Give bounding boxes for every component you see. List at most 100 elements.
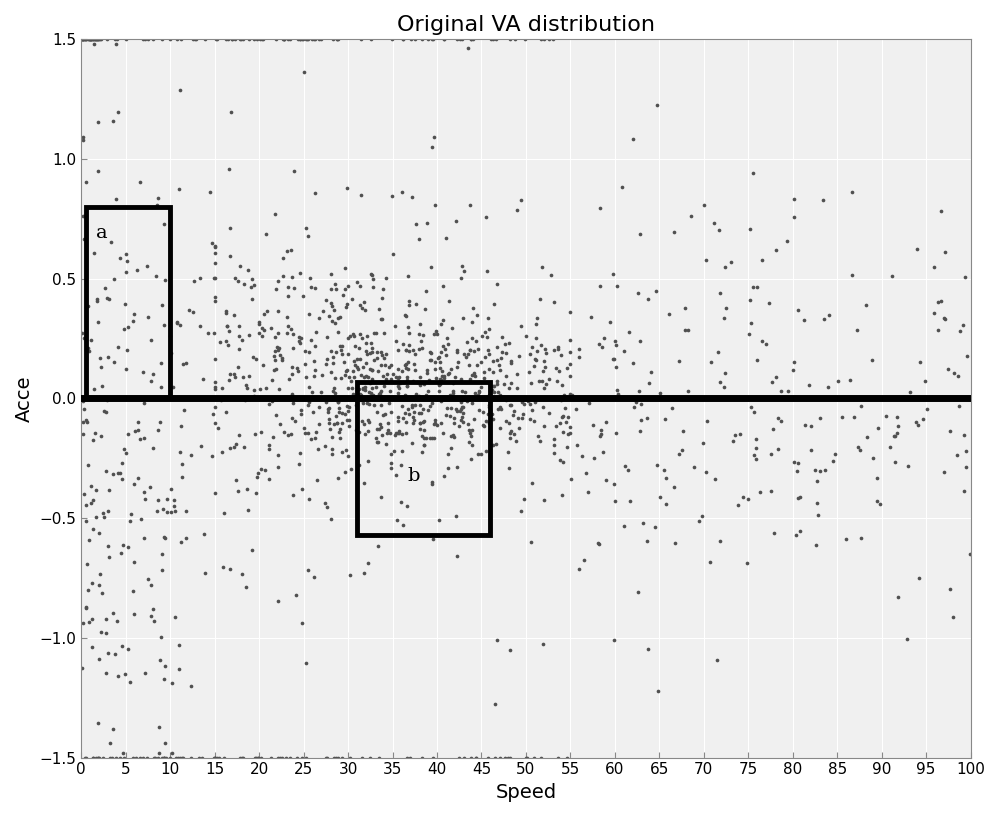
Point: [285, 396, 301, 409]
Point: [489, 375, 505, 388]
Point: [852, 443, 868, 456]
Point: [790, 491, 806, 504]
Point: [426, 131, 442, 144]
Point: [355, 360, 371, 373]
Point: [220, 33, 236, 46]
Point: [426, 328, 442, 341]
Point: [358, 356, 374, 369]
Point: [285, 489, 301, 502]
Point: [752, 485, 768, 498]
Point: [502, 643, 518, 656]
Point: [88, 751, 104, 764]
Point: [324, 447, 340, 460]
Point: [538, 346, 554, 359]
Point: [680, 384, 696, 397]
Point: [304, 386, 320, 399]
Point: [436, 469, 452, 482]
Point: [274, 354, 290, 367]
Point: [216, 751, 232, 764]
Point: [336, 355, 352, 368]
Point: [118, 33, 134, 46]
Point: [112, 467, 128, 480]
Point: [319, 751, 335, 764]
Point: [405, 374, 421, 387]
Point: [503, 425, 519, 438]
Point: [763, 448, 779, 461]
Point: [270, 305, 286, 318]
Point: [421, 376, 437, 389]
Point: [279, 310, 295, 324]
Point: [357, 427, 373, 440]
Point: [266, 364, 282, 377]
Point: [301, 307, 317, 320]
Point: [550, 341, 566, 354]
Point: [345, 364, 361, 377]
Point: [889, 411, 905, 424]
Point: [115, 538, 131, 551]
Point: [327, 316, 343, 329]
Point: [270, 449, 286, 462]
Point: [607, 335, 623, 348]
Point: [280, 289, 296, 302]
Point: [374, 348, 390, 361]
Point: [295, 33, 311, 46]
Point: [536, 33, 552, 46]
Point: [447, 370, 463, 383]
Point: [98, 627, 114, 640]
Point: [559, 440, 575, 453]
Point: [481, 322, 497, 335]
Point: [817, 463, 833, 476]
Point: [254, 322, 270, 335]
Point: [238, 378, 254, 391]
Point: [451, 751, 467, 764]
Point: [283, 323, 299, 336]
Point: [251, 326, 267, 339]
Point: [84, 612, 100, 625]
Point: [522, 412, 538, 425]
Point: [231, 428, 247, 441]
Point: [380, 417, 396, 430]
Point: [75, 416, 91, 429]
Point: [453, 395, 469, 408]
Point: [149, 199, 165, 212]
Point: [460, 42, 476, 55]
Point: [163, 483, 179, 496]
Point: [307, 364, 323, 377]
Point: [487, 751, 503, 764]
Point: [786, 193, 802, 206]
Point: [191, 751, 207, 764]
Point: [156, 672, 172, 685]
Point: [469, 359, 485, 372]
Point: [616, 344, 632, 357]
Point: [78, 175, 94, 188]
Point: [563, 472, 579, 485]
Point: [538, 377, 554, 391]
Point: [258, 382, 274, 395]
Point: [930, 324, 946, 337]
Point: [234, 568, 250, 581]
Point: [425, 33, 441, 46]
Point: [117, 298, 133, 311]
Point: [438, 231, 454, 244]
Point: [406, 413, 422, 426]
Point: [155, 502, 171, 516]
Point: [464, 315, 480, 328]
Point: [379, 367, 395, 380]
Point: [424, 33, 440, 46]
Point: [342, 569, 358, 582]
Point: [934, 391, 950, 404]
Point: [492, 751, 508, 764]
Point: [192, 319, 208, 333]
Point: [330, 395, 346, 408]
Point: [151, 721, 167, 734]
Point: [359, 347, 375, 360]
Point: [105, 607, 121, 620]
Point: [330, 33, 346, 46]
Point: [481, 347, 497, 360]
Point: [279, 326, 295, 339]
Point: [143, 609, 159, 623]
Point: [740, 492, 756, 505]
Point: [531, 374, 547, 387]
Point: [373, 359, 389, 372]
Point: [143, 578, 159, 592]
